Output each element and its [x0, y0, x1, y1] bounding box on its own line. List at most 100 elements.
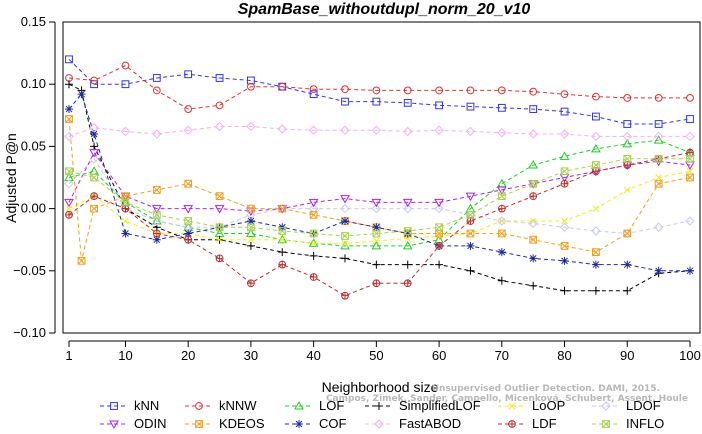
- legend-item-fastabod: FastABOD: [365, 416, 461, 431]
- x-tick-label: 10: [118, 348, 132, 363]
- point-lof: [64, 172, 74, 181]
- point-kdeos: [215, 192, 224, 201]
- point-ldof: [622, 228, 632, 239]
- point-inflo: [247, 223, 255, 232]
- point-knn: [466, 102, 475, 111]
- point-ldf: [152, 229, 161, 238]
- x-tick-label: 1: [65, 348, 72, 363]
- point-fastabod: [308, 125, 319, 135]
- point-knn: [623, 120, 632, 128]
- point-loop: [561, 217, 568, 225]
- point-ldf: [403, 279, 412, 288]
- point-knn: [654, 120, 663, 128]
- x-tick-label: 60: [432, 348, 446, 363]
- point-ldof: [591, 226, 601, 236]
- point-kdeos: [65, 115, 73, 123]
- x-tick-label: 70: [495, 348, 509, 363]
- legend-item-inflo: INFLO: [592, 416, 664, 431]
- series-line-odin: [68, 151, 691, 212]
- series-line-fastabod: [68, 126, 690, 137]
- point-cof: [497, 248, 506, 257]
- point-loop: [247, 236, 255, 244]
- series-line-cof: [68, 93, 690, 272]
- point-inflo: [372, 229, 381, 238]
- legend-marker: [109, 420, 119, 430]
- point-knn: [686, 115, 694, 123]
- point-lof: [622, 138, 633, 148]
- legend-label: COF: [319, 416, 347, 431]
- point-kdeos: [592, 248, 600, 257]
- point-kdeos: [497, 229, 506, 238]
- point-simplifiedlof: [278, 248, 287, 257]
- point-kdeos: [309, 210, 318, 219]
- point-loop: [592, 205, 600, 212]
- point-inflo: [529, 179, 538, 188]
- legend-item-kdeos: KDEOS: [185, 416, 265, 431]
- point-inflo: [466, 210, 475, 219]
- point-kdeos: [560, 242, 569, 250]
- point-inflo: [560, 167, 569, 176]
- point-simplifiedlof: [529, 281, 538, 290]
- point-simplifiedlof: [372, 260, 381, 269]
- point-cof: [90, 129, 99, 138]
- legend-marker: [601, 401, 611, 411]
- point-knn: [152, 74, 161, 82]
- point-odin: [340, 195, 350, 204]
- point-loop: [341, 240, 349, 247]
- point-knn: [184, 70, 193, 79]
- plot-area: [62, 21, 701, 334]
- x-tick-label: 80: [557, 348, 571, 363]
- legend-label: kNNW: [219, 398, 257, 413]
- point-cof: [654, 266, 663, 275]
- point-ldof: [434, 203, 444, 214]
- point-fastabod: [89, 123, 99, 133]
- point-knnw: [121, 61, 130, 70]
- watermark-line-1: Unsupervised Outlier Detection. DAMI, 20…: [432, 384, 660, 394]
- point-fastabod: [685, 131, 695, 142]
- legend-item-odin: ODIN: [100, 416, 167, 431]
- legend-label: LDOF: [626, 398, 661, 413]
- point-simplifiedlof: [246, 241, 255, 250]
- series-line-knnw: [68, 64, 690, 110]
- point-knnw: [560, 90, 569, 99]
- point-simplifiedlof: [341, 254, 349, 263]
- point-cof: [121, 229, 130, 238]
- point-cof: [529, 254, 538, 263]
- legend-marker: [374, 419, 384, 429]
- point-knnw: [184, 105, 193, 113]
- point-knn: [90, 80, 98, 89]
- point-simplifiedlof: [560, 286, 569, 295]
- x-tick-label: 40: [306, 348, 320, 363]
- legend-marker: [508, 402, 516, 410]
- point-cof: [77, 90, 86, 99]
- point-loop: [310, 240, 317, 247]
- point-ldof: [403, 203, 413, 214]
- point-fastabod: [403, 126, 413, 137]
- point-ldf: [309, 273, 318, 281]
- point-odin: [64, 198, 74, 208]
- point-knnw: [278, 82, 287, 91]
- point-odin: [402, 198, 413, 208]
- plot-frame: [62, 21, 701, 334]
- series-ldof: [64, 154, 695, 239]
- legend-label: ODIN: [134, 416, 167, 431]
- point-lof: [591, 143, 601, 153]
- point-loop: [655, 174, 662, 181]
- point-inflo: [592, 161, 600, 169]
- point-cof: [623, 260, 632, 269]
- point-knnw: [90, 76, 98, 85]
- point-knnw: [341, 85, 349, 94]
- point-cof: [372, 223, 381, 232]
- point-inflo: [623, 154, 632, 163]
- legend-item-knn: kNN: [100, 398, 159, 413]
- point-odin: [371, 198, 382, 208]
- point-simplifiedlof: [591, 286, 600, 295]
- point-knn: [247, 76, 255, 85]
- point-cof: [591, 260, 600, 269]
- point-odin: [308, 198, 319, 208]
- point-kdeos: [686, 173, 694, 182]
- point-inflo: [278, 227, 287, 235]
- legend-marker: [294, 400, 304, 410]
- point-cof: [466, 241, 475, 250]
- point-ldof: [371, 203, 382, 214]
